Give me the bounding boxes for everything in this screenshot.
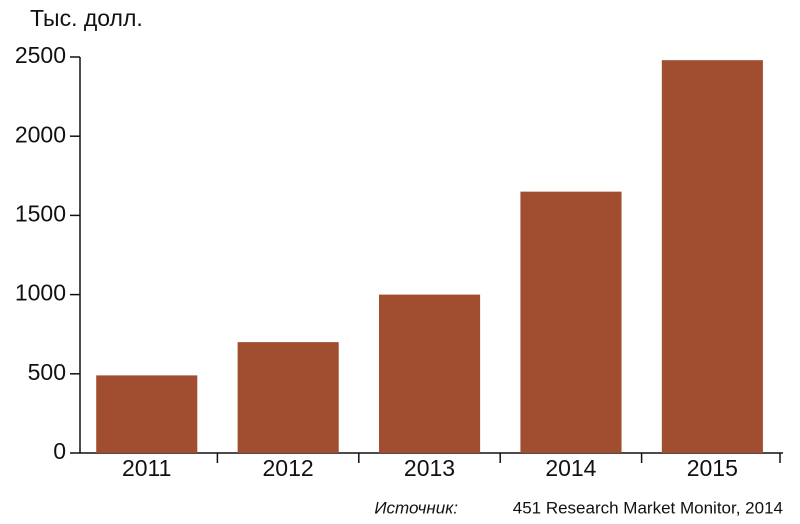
y-tick-label: 1000	[15, 280, 66, 306]
y-tick-label: 500	[28, 359, 66, 385]
x-tick-label: 2012	[263, 455, 314, 481]
bar	[520, 191, 622, 453]
source: 451 Research Market Monitor, 2014	[513, 498, 783, 517]
bar	[96, 375, 198, 453]
y-tick-label: 2000	[15, 121, 66, 147]
x-tick-label: 2015	[687, 455, 738, 481]
bar	[379, 294, 481, 453]
x-tick-label: 2013	[404, 455, 455, 481]
x-tick-label: 2014	[545, 455, 596, 481]
source-label: Источник:	[374, 498, 458, 517]
bar	[237, 342, 339, 453]
x-tick-label: 2011	[122, 455, 171, 481]
y-axis-label: Тыс. долл.	[30, 5, 143, 31]
y-tick-label: 1500	[15, 200, 66, 226]
y-tick-label: 2500	[15, 42, 66, 68]
y-tick-label: 0	[53, 438, 66, 464]
bar	[661, 60, 763, 453]
